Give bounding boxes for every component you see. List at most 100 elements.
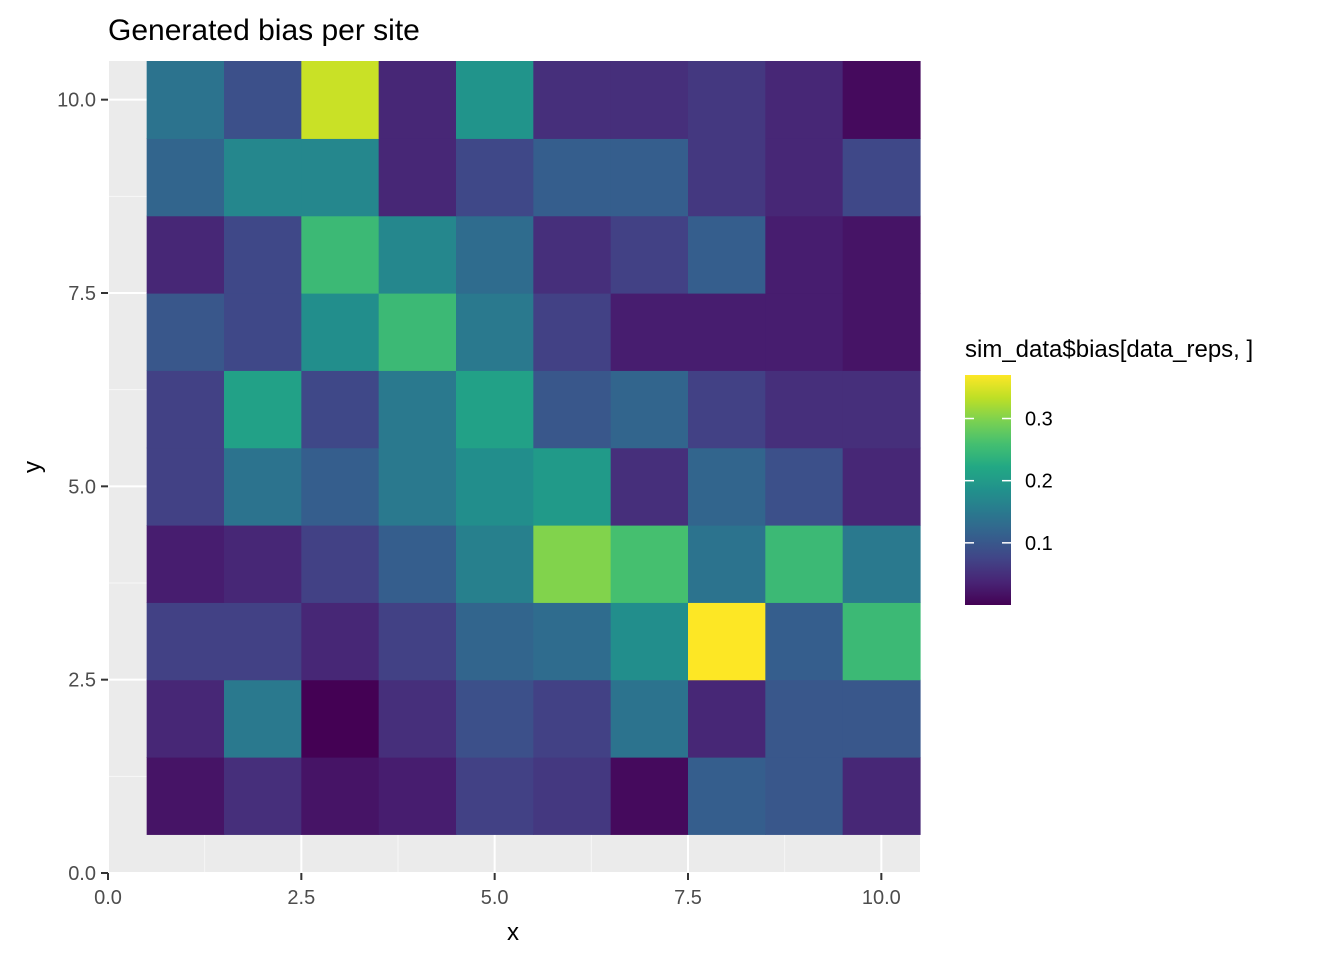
heatmap-tile xyxy=(688,757,766,835)
heatmap-tile xyxy=(533,679,612,758)
heatmap-tile xyxy=(301,293,380,371)
heatmap-tile xyxy=(224,757,302,835)
heatmap-tile xyxy=(842,370,921,449)
y-axis-title: y xyxy=(19,461,46,473)
heatmap-tile xyxy=(146,525,225,603)
heatmap-tile xyxy=(224,138,302,217)
x-tick-label: 10.0 xyxy=(862,887,901,909)
heatmap-tile xyxy=(688,215,766,294)
chart-title: Generated bias per site xyxy=(108,14,420,47)
heatmap-tile xyxy=(378,679,457,758)
heatmap-tile xyxy=(765,215,844,294)
heatmap-tile xyxy=(533,602,612,681)
heatmap-tile xyxy=(610,215,689,294)
heatmap-tile xyxy=(456,61,534,139)
heatmap-tiles xyxy=(146,61,921,835)
heatmap-tile xyxy=(301,215,380,294)
heatmap-tile xyxy=(688,602,766,681)
x-tick-label: 7.5 xyxy=(674,887,702,909)
heatmap-tile xyxy=(610,525,689,603)
heatmap-tile xyxy=(533,61,612,139)
heatmap-tile xyxy=(533,138,612,217)
heatmap-tile xyxy=(533,757,612,835)
heatmap-tile xyxy=(688,138,766,217)
heatmap-tile xyxy=(146,679,225,758)
heatmap-tile xyxy=(610,370,689,449)
heatmap-tile xyxy=(146,138,225,217)
heatmap-tile xyxy=(610,61,689,139)
heatmap-tile xyxy=(533,215,612,294)
color-legend: sim_data$bias[data_reps, ] 0.1 0.2 0.3 xyxy=(965,336,1253,605)
heatmap-tile xyxy=(765,602,844,681)
heatmap-tile xyxy=(765,679,844,758)
heatmap-tile xyxy=(378,757,457,835)
heatmap-tile xyxy=(842,293,921,371)
heatmap-tile xyxy=(456,447,534,526)
heatmap-tile xyxy=(842,61,921,139)
heatmap-tile xyxy=(533,525,612,603)
plot-panel xyxy=(107,61,921,874)
y-tick-label: 0.0 xyxy=(68,863,96,885)
heatmap-tile xyxy=(765,525,844,603)
heatmap-tile xyxy=(842,679,921,758)
heatmap-tile xyxy=(610,679,689,758)
y-tick-label: 2.5 xyxy=(68,670,96,692)
heatmap-tile xyxy=(842,447,921,526)
heatmap-tile xyxy=(765,447,844,526)
heatmap-tile xyxy=(765,370,844,449)
heatmap-tile xyxy=(224,679,302,758)
heatmap-tile xyxy=(146,215,225,294)
heatmap-tile xyxy=(224,447,302,526)
heatmap-tile xyxy=(765,293,844,371)
heatmap-tile xyxy=(378,447,457,526)
heatmap-tile xyxy=(456,370,534,449)
x-tick-label: 0.0 xyxy=(94,887,122,909)
heatmap-tile xyxy=(765,61,844,139)
heatmap-tile xyxy=(456,293,534,371)
y-tick-label: 7.5 xyxy=(68,283,96,305)
heatmap-tile xyxy=(610,138,689,217)
heatmap-tile xyxy=(378,293,457,371)
heatmap-tile xyxy=(378,215,457,294)
heatmap-tile xyxy=(378,61,457,139)
heatmap-tile xyxy=(224,293,302,371)
heatmap-tile xyxy=(610,447,689,526)
legend-colorbar xyxy=(965,375,1011,605)
heatmap-tile xyxy=(146,757,225,835)
x-tick-label: 2.5 xyxy=(287,887,315,909)
heatmap-tile xyxy=(301,525,380,603)
heatmap-tile xyxy=(765,757,844,835)
heatmap-tile xyxy=(378,370,457,449)
heatmap-tile xyxy=(688,370,766,449)
heatmap-tile xyxy=(533,447,612,526)
heatmap-tile xyxy=(146,602,225,681)
heatmap-tile xyxy=(301,447,380,526)
heatmap-tile xyxy=(301,138,380,217)
heatmap-tile xyxy=(456,757,534,835)
heatmap-tile xyxy=(146,447,225,526)
heatmap-tile xyxy=(688,525,766,603)
y-tick-label: 10.0 xyxy=(57,90,96,112)
heatmap-tile xyxy=(146,370,225,449)
heatmap-tile xyxy=(533,293,612,371)
legend-title: sim_data$bias[data_reps, ] xyxy=(965,336,1253,363)
heatmap-tile xyxy=(224,602,302,681)
x-axis-title: x xyxy=(507,919,519,946)
legend-tick-label: 0.2 xyxy=(1025,471,1053,493)
heatmap-tile xyxy=(688,679,766,758)
heatmap-tile xyxy=(301,61,380,139)
legend-tick-label: 0.1 xyxy=(1025,533,1053,555)
heatmap-tile xyxy=(301,679,380,758)
heatmap-tile xyxy=(378,138,457,217)
heatmap-tile xyxy=(456,525,534,603)
heatmap-tile xyxy=(224,525,302,603)
heatmap-tile xyxy=(688,61,766,139)
heatmap-tile xyxy=(610,602,689,681)
legend-tick-label: 0.3 xyxy=(1025,409,1053,431)
heatmap-tile xyxy=(765,138,844,217)
heatmap-tile xyxy=(610,757,689,835)
heatmap-tile xyxy=(224,61,302,139)
heatmap-tile xyxy=(301,370,380,449)
heatmap-tile xyxy=(224,370,302,449)
